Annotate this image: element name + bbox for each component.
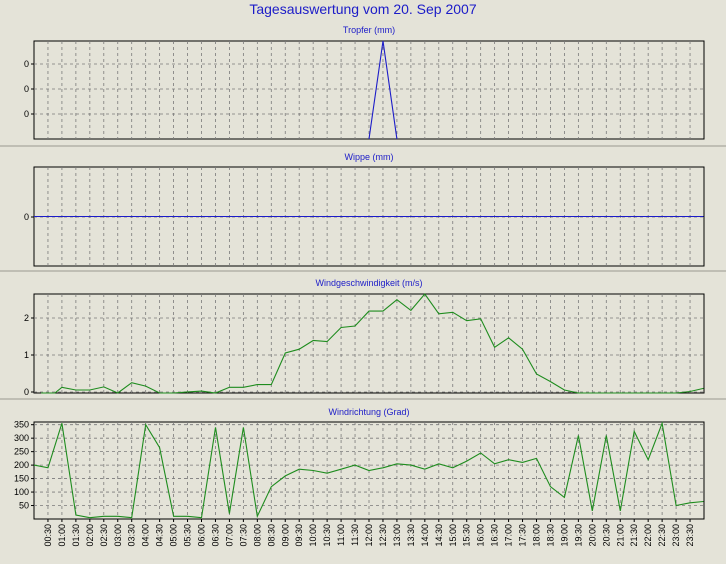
y-tick-label: 350 — [14, 420, 29, 430]
x-tick-label: 19:00 — [559, 524, 569, 547]
y-tick-label: 300 — [14, 433, 29, 443]
x-tick-label: 05:30 — [183, 524, 193, 547]
x-tick-label: 14:00 — [420, 524, 430, 547]
x-tick-label: 22:30 — [657, 524, 667, 547]
panel-3: Windrichtung (Grad) 50 100 150 200 250 300 350 — [14, 407, 705, 520]
x-tick-label: 15:00 — [448, 524, 458, 547]
panel-title: Wippe (mm) — [345, 152, 394, 162]
panel-1: Wippe (mm) 0 — [24, 152, 705, 267]
x-tick-label: 07:30 — [238, 524, 248, 547]
y-tick-label: 200 — [14, 460, 29, 470]
x-tick-label: 16:30 — [490, 524, 500, 547]
x-tick-label: 03:30 — [127, 524, 137, 547]
x-tick-label: 21:00 — [615, 524, 625, 547]
series-line — [33, 421, 704, 519]
y-tick-label: 2 — [24, 313, 29, 323]
panel-0: Tropfer (mm) 0 0 0 — [24, 25, 705, 140]
page-title: Tagesauswertung vom 20. Sep 2007 — [249, 1, 477, 17]
x-tick-label: 05:00 — [169, 524, 179, 547]
y-tick-label: 0 — [24, 387, 29, 397]
x-tick-label: 22:00 — [643, 524, 653, 547]
x-tick-label: 10:30 — [322, 524, 332, 547]
x-tick-label: 02:00 — [85, 524, 95, 547]
x-tick-label: 17:30 — [518, 524, 528, 547]
x-tick-label: 13:00 — [392, 524, 402, 547]
x-tick-label: 09:30 — [294, 524, 304, 547]
x-tick-label: 12:30 — [378, 524, 388, 547]
series-line — [41, 293, 704, 394]
x-tick-label: 04:00 — [141, 524, 151, 547]
x-tick-label: 08:30 — [266, 524, 276, 547]
x-tick-label: 00:30 — [43, 524, 53, 547]
x-tick-label: 06:00 — [197, 524, 207, 547]
x-tick-label: 08:00 — [252, 524, 262, 547]
x-tick-label: 10:00 — [308, 524, 318, 547]
x-tick-label: 06:30 — [211, 524, 221, 547]
panel-title: Windrichtung (Grad) — [328, 407, 409, 417]
x-tick-label: 20:00 — [587, 524, 597, 547]
x-tick-label: 20:30 — [601, 524, 611, 547]
x-tick-label: 01:30 — [71, 524, 81, 547]
y-tick-label: 250 — [14, 447, 29, 457]
y-tick-label: 0 — [24, 84, 29, 94]
x-tick-label: 09:00 — [280, 524, 290, 547]
panel-title: Windgeschwindigkeit (m/s) — [315, 278, 422, 288]
panel-2: Windgeschwindigkeit (m/s) 0 1 2 — [24, 278, 705, 397]
y-tick-label: 0 — [24, 109, 29, 119]
x-tick-label: 15:30 — [462, 524, 472, 547]
x-tick-label: 03:00 — [113, 524, 123, 547]
x-tick-label: 19:30 — [573, 524, 583, 547]
x-tick-label: 11:00 — [336, 524, 346, 546]
y-tick-label: 150 — [14, 474, 29, 484]
x-tick-label: 04:30 — [155, 524, 165, 547]
x-axis: 00:30 01:00 01:30 02:00 02:30 03:00 03:30 04:00… — [43, 519, 695, 547]
y-tick-label: 1 — [24, 350, 29, 360]
y-tick-label: 50 — [19, 501, 29, 511]
x-tick-label: 02:30 — [99, 524, 109, 547]
y-tick-label: 0 — [24, 212, 29, 222]
x-tick-label: 23:00 — [671, 524, 681, 547]
x-tick-label: 23:30 — [685, 524, 695, 547]
x-tick-label: 18:00 — [532, 524, 542, 547]
x-tick-label: 11:30 — [350, 524, 360, 546]
x-tick-label: 07:00 — [224, 524, 234, 547]
y-tick-label: 0 — [24, 59, 29, 69]
series-line — [368, 40, 398, 140]
x-tick-label: 18:30 — [546, 524, 556, 547]
x-tick-label: 01:00 — [57, 524, 67, 547]
y-tick-label: 100 — [14, 487, 29, 497]
x-tick-label: 16:00 — [476, 524, 486, 547]
panel-title: Tropfer (mm) — [343, 25, 395, 35]
x-tick-label: 14:30 — [434, 524, 444, 547]
x-tick-label: 13:30 — [406, 524, 416, 547]
x-tick-label: 12:00 — [364, 524, 374, 547]
x-tick-label: 21:30 — [629, 524, 639, 547]
x-tick-label: 17:00 — [504, 524, 514, 547]
